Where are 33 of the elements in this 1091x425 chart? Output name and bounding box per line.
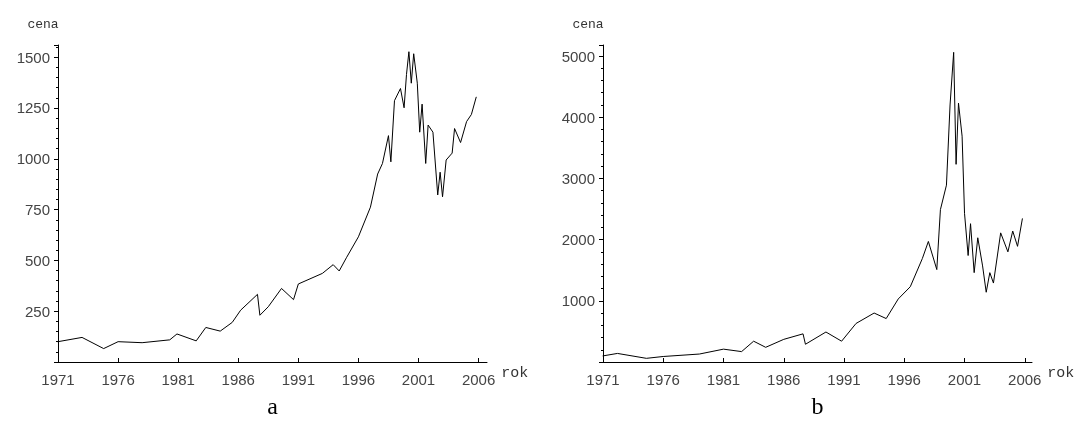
y-axis-title: cena [572, 17, 604, 32]
y-tick-label: 1000 [16, 150, 50, 168]
x-tick-label: 1971 [586, 371, 620, 388]
y-tick-label: 1250 [16, 99, 50, 117]
x-tick-label: 1991 [281, 371, 316, 388]
x-tick-label: 1981 [706, 371, 741, 388]
y-tick-label: 1000 [561, 292, 595, 310]
y-tick-label: 750 [24, 201, 50, 219]
y-axis-title: cena [27, 17, 59, 32]
x-tick-label: 1976 [101, 371, 135, 388]
x-tick-label: 1996 [887, 371, 921, 388]
x-tick-label: 1996 [341, 371, 376, 388]
x-tick-label: 2001 [947, 371, 982, 388]
y-tick-label: 500 [24, 251, 50, 269]
text: a [267, 393, 279, 419]
x-tick-label: 1986 [767, 371, 801, 388]
x-tick-label: 1971 [41, 371, 75, 388]
x-tick-label: 1976 [646, 371, 680, 388]
y-tick-label: 1500 [16, 48, 50, 66]
text: b [811, 393, 824, 419]
x-tick-label: 2006 [1008, 371, 1042, 388]
x-tick-label: 2006 [461, 371, 496, 388]
x-axis-title: rok [1047, 365, 1075, 382]
y-tick-label: 3000 [561, 169, 595, 187]
y-tick-label: 4000 [561, 108, 595, 126]
y-tick-label: 250 [24, 302, 50, 320]
x-axis-title: rok [501, 365, 529, 382]
y-tick-label: 2000 [561, 231, 595, 249]
x-tick-label: 2001 [401, 371, 436, 388]
x-tick-label: 1981 [161, 371, 195, 388]
x-tick-label: 1986 [221, 371, 255, 388]
y-tick-label: 5000 [561, 47, 595, 65]
x-tick-label: 1991 [827, 371, 861, 388]
